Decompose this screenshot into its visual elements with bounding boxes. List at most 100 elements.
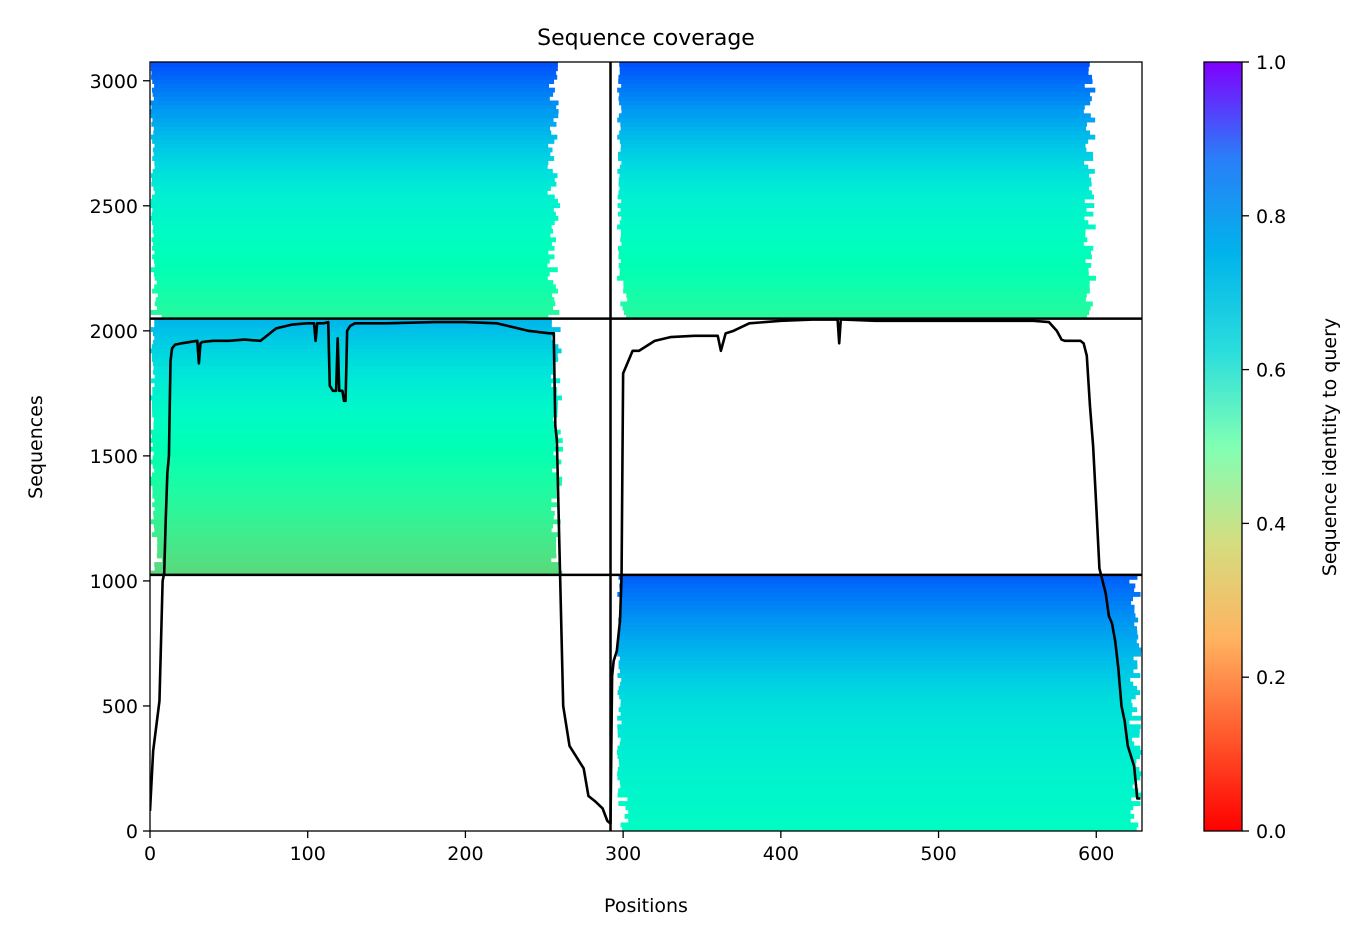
msa-row-band <box>154 527 552 533</box>
x-tick-label: 300 <box>605 843 641 865</box>
x-tick-label: 100 <box>290 843 326 865</box>
msa-row-band <box>624 813 1135 819</box>
msa-row-band <box>150 476 563 482</box>
msa-row-band <box>152 352 558 358</box>
msa-row-band <box>157 292 553 298</box>
msa-row-band <box>617 647 1142 653</box>
msa-row-band <box>153 451 554 456</box>
msa-row-band <box>619 91 1091 97</box>
msa-row-band <box>153 271 550 277</box>
msa-row-band <box>152 79 555 84</box>
msa-row-band <box>617 775 1141 781</box>
msa-row-band <box>622 305 1091 311</box>
msa-row-band <box>618 151 1093 157</box>
msa-row-band <box>620 702 1133 708</box>
msa-row-band <box>627 796 1132 802</box>
msa-row-band <box>151 104 557 110</box>
msa-row-band <box>153 130 552 136</box>
msa-row-band <box>617 673 1141 678</box>
msa-row-band <box>153 233 551 238</box>
msa-row-band <box>151 87 555 93</box>
msa-row-band <box>154 301 556 307</box>
msa-row-band <box>151 472 559 478</box>
msa-row-band <box>154 190 548 196</box>
y-tick-label: 1000 <box>90 571 138 593</box>
msa-row-band <box>618 113 1091 119</box>
msa-row-band <box>621 677 1131 683</box>
msa-row-band <box>618 626 1137 631</box>
msa-row-band <box>620 228 1086 234</box>
msa-row-band <box>156 553 557 559</box>
msa-row-band <box>152 408 558 414</box>
msa-row-band <box>619 164 1089 170</box>
msa-row-band <box>621 720 1130 725</box>
msa-row-band <box>619 70 1089 76</box>
msa-row-band <box>150 327 561 332</box>
msa-row-band <box>618 707 1138 713</box>
msa-row-band <box>152 168 553 174</box>
colorbar-tick-label: 0.2 <box>1256 667 1286 689</box>
msa-row-band <box>619 220 1089 226</box>
msa-row-band <box>617 194 1095 200</box>
msa-row-band <box>617 732 1140 738</box>
msa-row-band <box>151 433 559 439</box>
msa-row-band <box>151 237 556 243</box>
msa-row-band <box>619 66 1089 72</box>
msa-row-band <box>619 583 1136 589</box>
msa-row-band <box>621 104 1085 110</box>
msa-row-band <box>153 361 556 367</box>
msa-row-band <box>154 284 556 290</box>
msa-row-band <box>619 613 1136 619</box>
msa-row-band <box>617 724 1141 730</box>
msa-row-band <box>619 267 1089 273</box>
msa-row-band <box>152 245 555 251</box>
msa-row-band <box>157 305 554 311</box>
msa-row-band <box>618 758 1137 764</box>
msa-row-band <box>618 685 1138 691</box>
x-tick-label: 0 <box>144 843 156 865</box>
msa-row-band <box>150 198 559 204</box>
msa-row-band <box>617 203 1095 208</box>
msa-row-band <box>616 749 1142 755</box>
msa-row-band <box>152 493 557 499</box>
msa-row-band <box>152 391 557 397</box>
msa-row-band <box>151 121 557 127</box>
msa-row-band <box>153 258 550 264</box>
msa-row-band <box>619 62 1090 67</box>
msa-row-band <box>152 442 556 448</box>
msa-row-band <box>151 181 557 187</box>
y-tick-label: 1500 <box>90 446 138 468</box>
msa-row-band <box>623 310 1090 315</box>
msa-row-band <box>152 502 558 508</box>
msa-row-band <box>154 382 552 388</box>
msa-row-band <box>154 164 548 170</box>
msa-row-band <box>617 643 1140 649</box>
msa-row-band <box>620 121 1087 127</box>
x-tick-label: 400 <box>763 843 799 865</box>
msa-block <box>616 62 1097 320</box>
msa-row-band <box>617 134 1096 140</box>
msa-row-band <box>152 412 558 418</box>
msa-row-band <box>152 147 553 153</box>
msa-row-band <box>152 288 558 294</box>
msa-row-band <box>618 181 1092 187</box>
msa-row-band <box>617 245 1094 251</box>
colorbar-tick-label: 0.8 <box>1256 206 1286 228</box>
msa-row-band <box>620 822 1139 828</box>
y-tick-label: 2000 <box>90 321 138 343</box>
msa-row-band <box>150 62 558 67</box>
msa-blocks <box>150 62 1142 831</box>
msa-row-band <box>617 715 1142 721</box>
msa-row-band <box>617 690 1141 696</box>
msa-row-band <box>153 331 556 337</box>
msa-row-band <box>619 779 1135 785</box>
msa-row-band <box>152 489 557 495</box>
msa-row-band <box>151 74 558 80</box>
msa-row-band <box>152 117 554 123</box>
x-axis-ticks: 0 100 200 300 400 500 600 <box>144 831 1114 865</box>
msa-row-band <box>154 83 550 89</box>
plot-frame <box>149 61 1143 832</box>
msa-row-band <box>153 510 555 516</box>
msa-row-band <box>625 805 1134 811</box>
msa-row-band <box>150 519 561 525</box>
